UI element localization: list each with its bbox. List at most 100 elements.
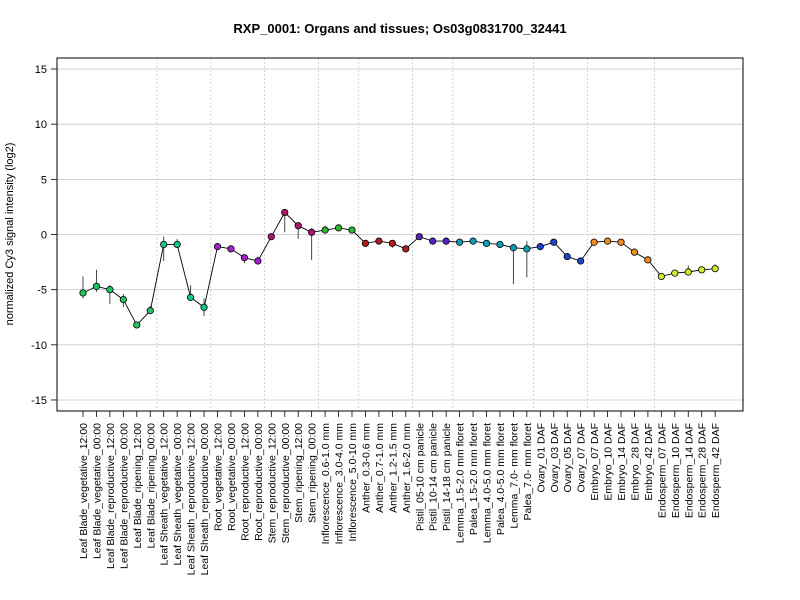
error-bars bbox=[82, 210, 716, 328]
data-point bbox=[375, 237, 383, 245]
data-point bbox=[294, 222, 302, 230]
x-tick-label: Stem_reproductive_00:00 bbox=[280, 423, 292, 543]
chart-title: RXP_0001: Organs and tissues; Os03g08317… bbox=[233, 21, 566, 36]
data-point bbox=[361, 239, 370, 247]
y-tick-label: 10 bbox=[35, 119, 47, 131]
x-tick-label: Lemma_7.0- mm floret bbox=[508, 423, 520, 529]
x-tick-label: Inflorescence_5.0-10 mm bbox=[347, 423, 359, 542]
data-point bbox=[133, 321, 141, 329]
data-point bbox=[644, 256, 652, 264]
x-tick-label: Pistil_10-14 cm panicle bbox=[428, 423, 440, 531]
x-tick-label: Anther_0.7-1.0 mm bbox=[374, 423, 386, 513]
data-point bbox=[388, 239, 396, 247]
series-line bbox=[82, 211, 716, 326]
x-tick-label: Ovary_05 DAF bbox=[562, 423, 574, 492]
x-tick-label: Root_reproductive_12:00 bbox=[239, 423, 251, 541]
x-tick-label: Stem_reproductive_12:00 bbox=[266, 423, 278, 543]
data-point bbox=[348, 226, 356, 234]
data-point bbox=[671, 269, 679, 277]
x-axis: Leaf Blade_vegetative_12:00 Leaf Blade_ve… bbox=[78, 411, 722, 575]
data-point bbox=[119, 295, 127, 304]
data-point bbox=[254, 257, 262, 265]
x-tick-label: Lemma_4.0-5.0 mm floret bbox=[482, 423, 494, 543]
data-point bbox=[455, 238, 464, 246]
data-point bbox=[402, 245, 410, 253]
x-tick-label: Palea_4.0-5.0 mm floret bbox=[495, 423, 507, 535]
data-point bbox=[106, 286, 114, 294]
y-axis-label: normalized Cy3 signal intensity (log2) bbox=[4, 143, 16, 326]
data-point bbox=[469, 237, 477, 245]
x-tick-label: Root_vegetative_12:00 bbox=[213, 423, 225, 531]
data-point bbox=[577, 257, 585, 265]
y-tick-label: 5 bbox=[41, 174, 47, 186]
x-tick-label: Embryo_42 DAF bbox=[643, 423, 655, 501]
x-tick-label: Anther_1.2-1.5 mm bbox=[387, 423, 399, 513]
data-point bbox=[496, 240, 504, 249]
x-tick-label: Inflorescence_3.0-4.0 mm bbox=[334, 423, 346, 545]
x-tick-label: Leaf Blade_reproductive_00:00 bbox=[118, 423, 130, 569]
x-tick-label: Endosperm_07 DAF bbox=[656, 423, 668, 518]
x-tick-label: Leaf Blade_ripening_12:00 bbox=[132, 423, 144, 549]
data-point bbox=[200, 303, 208, 311]
x-tick-label: Ovary_01 DAF bbox=[535, 423, 547, 492]
data-point bbox=[550, 238, 558, 246]
x-tick-label: Stem_ripening_00:00 bbox=[307, 423, 319, 523]
x-tick-label: Embryo_07 DAF bbox=[589, 423, 601, 501]
data-point bbox=[227, 245, 235, 253]
x-tick-label: Ovary_03 DAF bbox=[549, 423, 561, 492]
data-point bbox=[308, 228, 316, 236]
group-separators bbox=[156, 58, 656, 411]
x-tick-label: Leaf Blade_vegetative_12:00 bbox=[78, 423, 90, 559]
y-tick-label: 0 bbox=[41, 230, 47, 242]
data-point bbox=[415, 233, 423, 241]
y-tick-label: 15 bbox=[35, 64, 47, 76]
y-tick-label: -10 bbox=[31, 340, 47, 352]
y-tick-label: -15 bbox=[31, 395, 47, 407]
x-tick-label: Ovary_07 DAF bbox=[576, 423, 588, 492]
x-tick-label: Palea_1.5-2.0 mm floret bbox=[468, 423, 480, 535]
data-point bbox=[603, 237, 612, 245]
data-point bbox=[590, 238, 598, 246]
x-tick-label: Leaf Sheath_reproductive_00:00 bbox=[199, 423, 211, 576]
data-point bbox=[617, 238, 625, 246]
x-tick-label: Endosperm_14 DAF bbox=[683, 423, 695, 518]
data-point bbox=[321, 226, 329, 234]
data-point bbox=[630, 248, 639, 256]
data-point bbox=[334, 224, 343, 232]
x-tick-label: Leaf Sheath_reproductive_12:00 bbox=[186, 423, 198, 576]
data-point bbox=[563, 252, 571, 261]
x-tick-label: Embryo_10 DAF bbox=[603, 423, 615, 501]
data-point bbox=[213, 243, 222, 251]
data-point bbox=[173, 240, 181, 249]
data-point bbox=[146, 307, 154, 315]
data-points bbox=[79, 208, 719, 329]
x-tick-label: Root_vegetative_00:00 bbox=[226, 423, 238, 531]
data-point bbox=[240, 254, 248, 262]
x-tick-label: Leaf Blade_reproductive_12:00 bbox=[105, 423, 117, 569]
x-tick-label: Pistil_14-18 cm panicle bbox=[441, 423, 453, 531]
x-tick-label: Lemma_1.5-2.0 mm floret bbox=[455, 423, 467, 543]
data-point bbox=[657, 272, 665, 281]
x-tick-label: Anther_1.6-2.0 mm bbox=[401, 423, 413, 513]
data-point bbox=[523, 245, 531, 253]
x-tick-label: Leaf Sheath_vegetative_12:00 bbox=[159, 423, 171, 566]
y-axis: -15 -10 -5 0 5 10 15 bbox=[31, 64, 57, 407]
data-point bbox=[79, 289, 87, 297]
x-tick-label: Leaf Blade_ripening_00:00 bbox=[145, 423, 157, 549]
data-point bbox=[711, 265, 719, 273]
x-tick-label: Stem_ripening_12:00 bbox=[293, 423, 305, 523]
data-point bbox=[187, 293, 195, 301]
x-tick-label: Inflorescence_0.6-1.0 mm bbox=[320, 423, 332, 545]
x-tick-label: Endosperm_10 DAF bbox=[670, 423, 682, 518]
x-tick-label: Endosperm_28 DAF bbox=[697, 423, 709, 518]
x-tick-label: Root_reproductive_00:00 bbox=[253, 423, 265, 541]
data-point bbox=[684, 268, 692, 276]
data-point bbox=[281, 208, 289, 217]
data-point bbox=[536, 243, 544, 251]
x-tick-label: Palea_7.0- mm floret bbox=[522, 423, 534, 521]
x-tick-label: Pistil_05-10 cm panicle bbox=[414, 423, 426, 531]
grid-lines bbox=[57, 68, 743, 401]
data-point bbox=[267, 233, 275, 241]
y-tick-label: -5 bbox=[37, 285, 47, 297]
